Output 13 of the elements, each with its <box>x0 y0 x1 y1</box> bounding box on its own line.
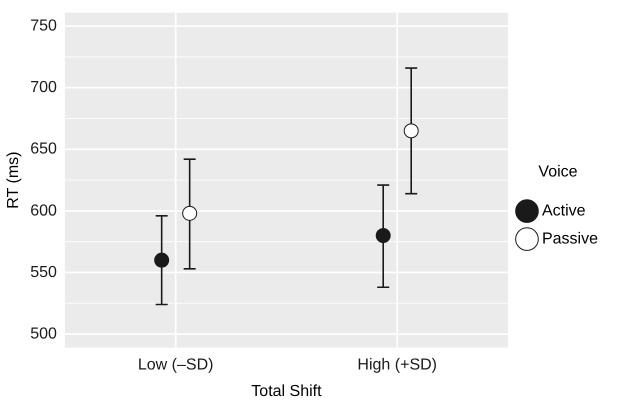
legend-label: Passive <box>542 230 598 248</box>
x-tick-label: High (+SD) <box>357 356 437 374</box>
y-axis-title: RT (ms) <box>5 152 22 209</box>
y-tick-label: 750 <box>30 18 57 35</box>
y-tick-label: 700 <box>30 79 57 96</box>
legend-label: Active <box>542 202 586 220</box>
y-tick-label: 600 <box>30 202 57 220</box>
x-axis-title: Total Shift <box>251 382 322 400</box>
y-tick-label: 650 <box>30 140 57 158</box>
x-tick-label: Low (–SD) <box>138 356 214 374</box>
y-tick-label: 500 <box>30 325 57 342</box>
legend-title: Voice <box>538 163 578 180</box>
y-tick-label: 550 <box>30 264 57 281</box>
